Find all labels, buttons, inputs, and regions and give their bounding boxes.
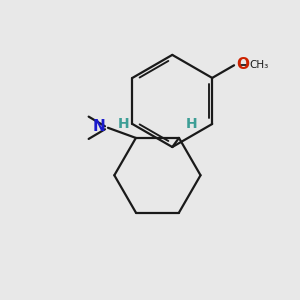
Text: H: H — [185, 117, 197, 131]
Text: CH₃: CH₃ — [249, 60, 268, 70]
Text: N: N — [93, 119, 106, 134]
Text: H: H — [118, 117, 129, 131]
Text: O: O — [236, 57, 249, 72]
